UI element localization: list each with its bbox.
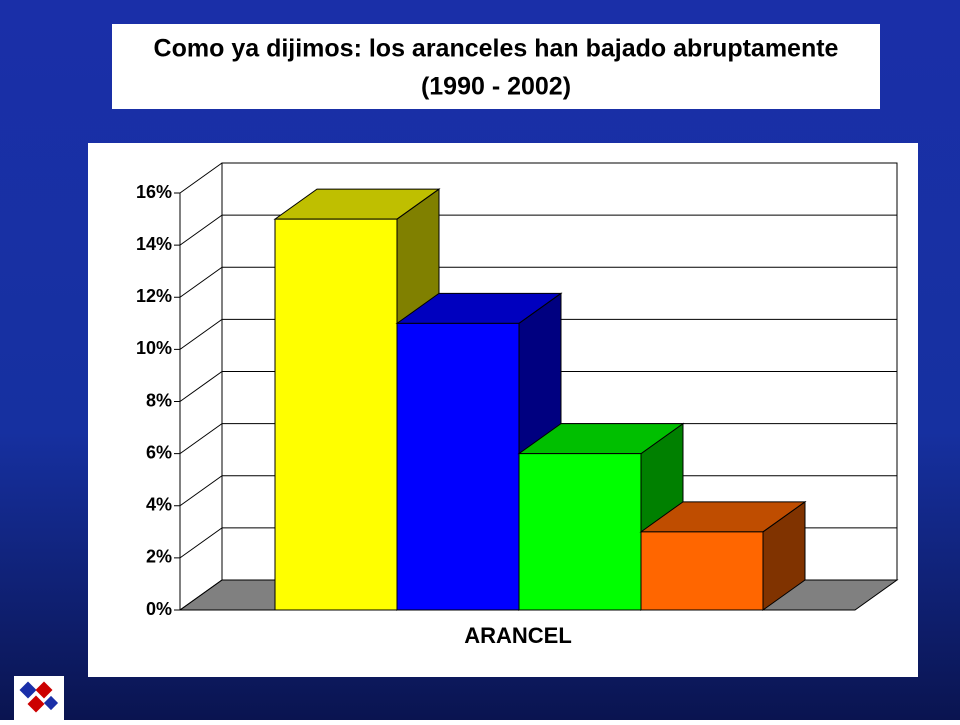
y-tick-label: 4%: [146, 495, 172, 515]
bar-front: [274, 218, 398, 611]
side-grid-line: [179, 475, 223, 507]
x-axis-label: ARANCEL: [464, 623, 572, 648]
title-box: [112, 24, 880, 109]
side-grid-line: [179, 318, 223, 350]
side-grid-line: [179, 527, 223, 559]
y-tick-label: 0%: [146, 599, 172, 619]
side-grid-line: [179, 214, 223, 246]
y-tick-label: 2%: [146, 547, 172, 567]
bar-front: [640, 531, 764, 611]
subtitle: (1990 - 2002): [421, 73, 571, 101]
y-tick-label: 14%: [136, 234, 172, 254]
side-grid-line: [179, 266, 223, 298]
y-tick-label: 16%: [136, 182, 172, 202]
side-grid-line: [179, 423, 223, 455]
logo: [14, 676, 64, 720]
y-tick-label: 6%: [146, 442, 172, 462]
title: Como ya dijimos: los aranceles han bajad…: [154, 35, 839, 63]
bar-front: [518, 453, 642, 611]
bar-front: [396, 322, 520, 611]
y-tick-label: 12%: [136, 286, 172, 306]
side-grid-line: [179, 579, 223, 611]
y-tick-label: 8%: [146, 390, 172, 410]
bar: [639, 500, 807, 611]
side-grid-line: [179, 162, 223, 194]
side-grid-line: [179, 371, 223, 402]
y-tick-label: 10%: [136, 338, 172, 358]
